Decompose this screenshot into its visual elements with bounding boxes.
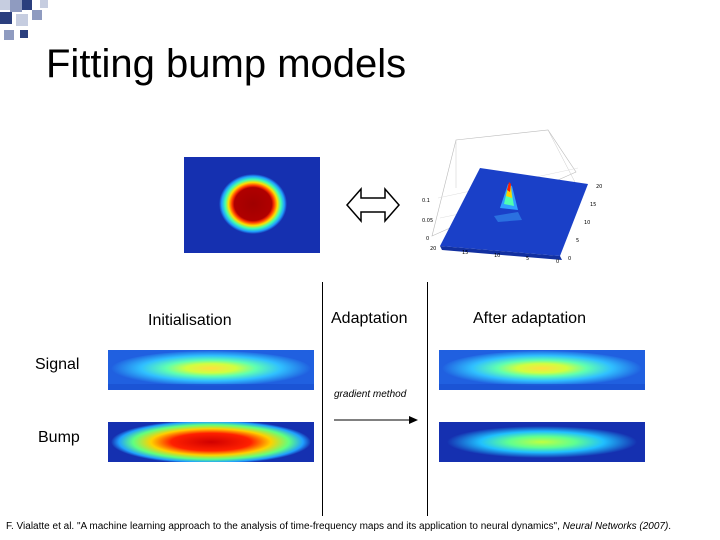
signal-heatmap-initial [108, 350, 314, 390]
surface-plot: 0.1 0.05 0 20 15 10 5 0 20 15 10 5 0 [422, 129, 602, 265]
surface-plot-z-tick: 0 [426, 236, 429, 242]
corner-square [4, 30, 14, 40]
surface-plot-x-tick: 20 [430, 246, 436, 252]
surface-plot-y-tick: 10 [584, 220, 590, 226]
surface-plot-grid-line [547, 129, 579, 189]
double-arrow-icon [346, 187, 400, 223]
surface-plot-peak [507, 182, 511, 192]
corner-square [40, 0, 48, 8]
corner-square [10, 0, 22, 12]
divider-line-left [322, 282, 323, 516]
surface-plot-x-tick: 10 [494, 253, 500, 259]
signal-heatmap-after [439, 350, 645, 390]
surface-plot-x-tick: 15 [462, 250, 468, 256]
corner-square [0, 12, 12, 24]
right-arrow-icon [334, 416, 418, 424]
label-adaptation: Adaptation [331, 310, 408, 327]
citation: F. Vialatte et al. "A machine learning a… [6, 521, 671, 532]
surface-plot-floor-edge [440, 246, 562, 260]
surface-plot-floor [440, 168, 588, 256]
label-gradient-method: gradient method [334, 389, 407, 400]
surface-plot-y-tick: 20 [596, 184, 602, 190]
surface-plot-y-tick: 0 [568, 256, 571, 262]
surface-plot-z-tick: 0.1 [422, 198, 430, 204]
surface-plot-z-tick: 0.05 [422, 218, 433, 224]
slide-title: Fitting bump models [46, 42, 407, 86]
label-bump: Bump [38, 429, 80, 446]
corner-square [0, 0, 10, 10]
label-initialisation: Initialisation [148, 312, 232, 329]
surface-plot-x-tick: 5 [526, 256, 529, 262]
bump-heatmap [184, 157, 320, 253]
surface-plot-y-tick: 5 [576, 238, 579, 244]
label-after-adaptation: After adaptation [473, 310, 586, 327]
corner-decoration [0, 0, 70, 70]
surface-plot-peak-base [494, 212, 522, 222]
corner-square [32, 10, 42, 20]
bump-heatmap-initial [108, 422, 314, 462]
corner-square [16, 14, 28, 26]
citation-journal: Neural Networks (2007) [562, 521, 669, 532]
surface-plot-x-tick: 0 [556, 259, 559, 265]
citation-end: . [668, 521, 672, 532]
bump-heatmap-after [439, 422, 645, 462]
surface-plot-y-tick: 15 [590, 202, 596, 208]
corner-square [22, 0, 32, 10]
divider-line-right [427, 282, 428, 516]
label-signal: Signal [35, 356, 80, 373]
citation-text: F. Vialatte et al. "A machine learning a… [6, 521, 563, 532]
corner-square [20, 30, 28, 38]
